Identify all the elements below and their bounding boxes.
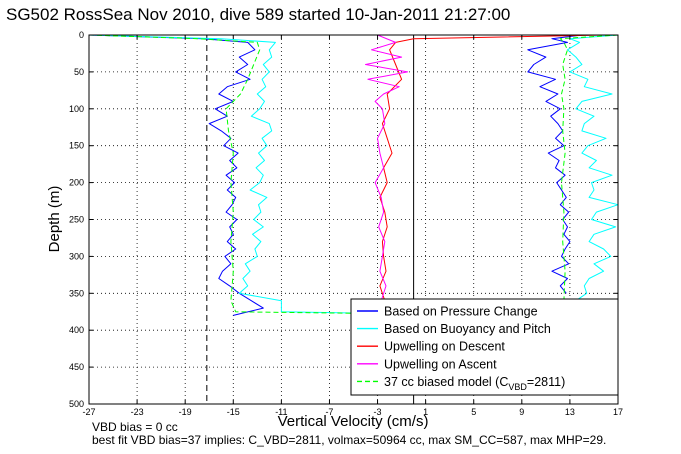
legend-label: Based on Buoyancy and Pitch — [384, 322, 551, 336]
series-lines — [88, 34, 619, 316]
x-tick-label: -27 — [82, 407, 95, 417]
x-axis-ticks: -27 -23 -19 -15 -11 -7 -3 1 5 9 13 17 — [82, 35, 623, 417]
y-axis-ticks: 0 50 100 150 200 250 300 350 400 450 500 — [69, 30, 618, 409]
series-line — [88, 34, 415, 316]
series-line — [88, 34, 415, 316]
x-tick-label: -19 — [179, 407, 192, 417]
x-tick-label: 5 — [471, 407, 476, 417]
y-tick-label: 450 — [69, 362, 84, 372]
x-tick-label: 1 — [423, 407, 428, 417]
legend-label: Upwelling on Descent — [384, 340, 505, 354]
legend-label-text: Upwelling on Ascent — [384, 357, 497, 371]
legend-label-subscript: VBD — [508, 382, 527, 392]
footnote-vbd-bias: VBD bias = 0 cc — [92, 420, 178, 434]
y-tick-label: 0 — [79, 30, 84, 40]
y-tick-label: 150 — [69, 141, 84, 151]
legend-label-suffix: =2811) — [527, 375, 565, 389]
y-tick-label: 500 — [69, 399, 84, 409]
x-tick-label: 9 — [519, 407, 524, 417]
footnote-best-fit: best fit VBD bias=37 implies: C_VBD=2811… — [92, 433, 607, 447]
legend-label: 37 cc biased model (CVBD=2811) — [384, 375, 565, 392]
x-tick-label: -15 — [227, 407, 240, 417]
legend-label: Upwelling on Ascent — [384, 357, 497, 371]
legend: Based on Pressure Change Based on Buoyanc… — [350, 298, 619, 396]
x-axis-label: Vertical Velocity (cm/s) — [278, 413, 429, 430]
y-tick-label: 250 — [69, 215, 84, 225]
legend-label-text: 37 cc biased model (C — [384, 375, 508, 389]
legend-label-text: Based on Buoyancy and Pitch — [384, 322, 551, 336]
chart-title: SG502 RossSea Nov 2010, dive 589 started… — [6, 5, 510, 24]
series-line — [379, 34, 607, 316]
legend-label-text: Upwelling on Descent — [384, 340, 505, 354]
series-line — [559, 34, 619, 301]
x-tick-label: -3 — [374, 407, 382, 417]
legend-label-text: Based on Pressure Change — [384, 305, 538, 319]
y-tick-label: 100 — [69, 104, 84, 114]
series-line — [567, 34, 619, 316]
x-tick-label: -7 — [325, 407, 333, 417]
y-axis-label: Depth (m) — [46, 186, 63, 253]
y-tick-label: 50 — [74, 67, 84, 77]
x-tick-label: -11 — [275, 407, 287, 417]
y-tick-label: 400 — [69, 325, 84, 335]
y-tick-label: 300 — [69, 251, 84, 261]
y-tick-label: 200 — [69, 178, 84, 188]
legend-box — [350, 298, 619, 396]
legend-label: Based on Pressure Change — [384, 305, 538, 319]
x-tick-label: -23 — [131, 407, 144, 417]
x-tick-label: 17 — [613, 407, 623, 417]
y-tick-label: 350 — [69, 288, 84, 298]
series-line — [527, 34, 582, 294]
series-line — [365, 34, 409, 316]
x-tick-label: 13 — [565, 407, 575, 417]
